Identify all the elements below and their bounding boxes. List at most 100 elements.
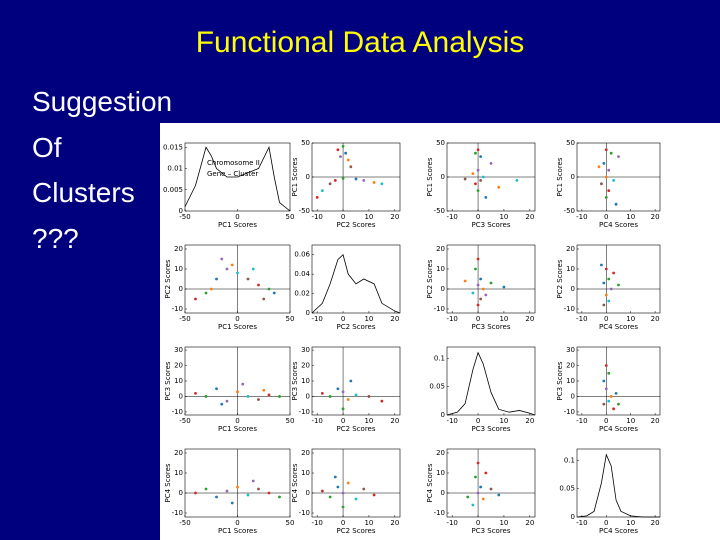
density-curve <box>311 253 401 314</box>
point <box>602 379 606 383</box>
point <box>236 271 239 275</box>
x-tick-label: 20 <box>525 213 534 221</box>
x-axis-label: PC3 Scores <box>471 221 510 229</box>
y-tick-label: 0.04 <box>294 270 310 278</box>
point <box>257 283 260 287</box>
figure-background <box>160 123 720 540</box>
point <box>251 479 255 483</box>
y-tick-label: 10 <box>301 377 310 385</box>
x-tick-label: 0 <box>341 213 345 221</box>
plot-frame <box>311 244 401 314</box>
point <box>476 168 480 172</box>
y-tick-label: 20 <box>174 245 183 253</box>
point <box>328 395 332 398</box>
point <box>341 176 345 180</box>
y-tick-label: 30 <box>174 346 183 354</box>
point <box>262 297 266 301</box>
point <box>617 155 620 158</box>
y-tick-label: 0 <box>441 173 445 181</box>
x-axis-label: PC2 Scores <box>336 527 375 535</box>
point <box>481 497 485 501</box>
point <box>215 495 218 499</box>
y-tick-label: 10 <box>436 469 445 477</box>
x-tick-label: -10 <box>576 213 587 221</box>
x-tick-label: -50 <box>179 315 190 323</box>
x-tick-label: 0 <box>235 519 239 527</box>
point <box>220 402 224 406</box>
point <box>380 182 384 186</box>
y-tick-label: 0 <box>179 392 183 400</box>
point <box>262 388 266 392</box>
x-tick-label: 20 <box>525 519 534 527</box>
y-tick-label: 10 <box>301 469 310 477</box>
x-tick-label: 10 <box>364 315 373 323</box>
y-tick-label: 0 <box>306 173 310 181</box>
x-tick-label: -10 <box>576 417 587 425</box>
y-tick-label: 0 <box>441 411 445 419</box>
y-tick-label: 0.05 <box>559 485 575 493</box>
x-axis-label: PC2 Scores <box>336 425 375 433</box>
y-tick-label: 0 <box>179 489 183 497</box>
point <box>484 293 488 297</box>
y-tick-label: -10 <box>172 408 183 416</box>
y-tick-label: 0 <box>306 392 310 400</box>
point <box>320 189 324 192</box>
point <box>612 271 616 275</box>
x-axis-label: PC1 Scores <box>218 425 257 433</box>
x-tick-label: 0 <box>476 417 480 425</box>
y-tick-label: 0.05 <box>429 383 445 391</box>
point <box>346 481 350 485</box>
x-tick-label: 20 <box>651 213 660 221</box>
point <box>354 497 358 501</box>
point <box>597 165 601 169</box>
x-tick-label: -10 <box>576 519 587 527</box>
point <box>604 293 608 297</box>
density-curve <box>576 453 660 518</box>
point <box>257 487 260 491</box>
density-curve <box>184 145 291 212</box>
x-tick-label: -10 <box>311 417 322 425</box>
point <box>339 155 342 158</box>
point <box>479 485 483 489</box>
point <box>515 179 519 182</box>
y-tick-label: -50 <box>564 207 575 215</box>
point <box>278 395 281 398</box>
bullet: ??? <box>32 223 79 254</box>
point <box>246 277 250 281</box>
x-axis-label: PC1 Scores <box>218 527 257 535</box>
point <box>236 390 239 394</box>
point <box>328 495 332 499</box>
y-tick-label: 0.02 <box>294 290 310 298</box>
point <box>502 285 506 289</box>
y-tick-label: 0.1 <box>564 456 575 464</box>
y-tick-label: 0.06 <box>294 251 310 259</box>
x-tick-label: 20 <box>390 315 399 323</box>
y-axis-label: PC4 Scores <box>426 463 434 502</box>
slide-title: Functional Data Analysis <box>195 26 525 59</box>
x-tick-label: 50 <box>286 213 295 221</box>
y-tick-label: 50 <box>301 139 310 147</box>
point <box>354 177 358 181</box>
point <box>267 491 271 495</box>
point <box>474 182 477 186</box>
point <box>607 399 611 403</box>
point <box>471 503 475 507</box>
x-tick-label: 10 <box>626 213 635 221</box>
point <box>474 267 477 271</box>
x-tick-label: 0 <box>235 417 239 425</box>
point <box>604 364 608 367</box>
y-tick-label: 0 <box>306 309 310 317</box>
x-tick-label: 10 <box>364 213 373 221</box>
point <box>471 172 475 175</box>
point <box>479 297 483 301</box>
point <box>349 379 353 383</box>
x-tick-label: 20 <box>651 519 660 527</box>
x-tick-label: -10 <box>446 315 457 323</box>
point <box>497 185 501 189</box>
y-tick-label: 20 <box>301 362 310 370</box>
x-tick-label: 20 <box>390 213 399 221</box>
y-tick-label: 0 <box>441 489 445 497</box>
x-tick-label: 0 <box>604 315 608 323</box>
x-tick-label: 0 <box>476 213 480 221</box>
